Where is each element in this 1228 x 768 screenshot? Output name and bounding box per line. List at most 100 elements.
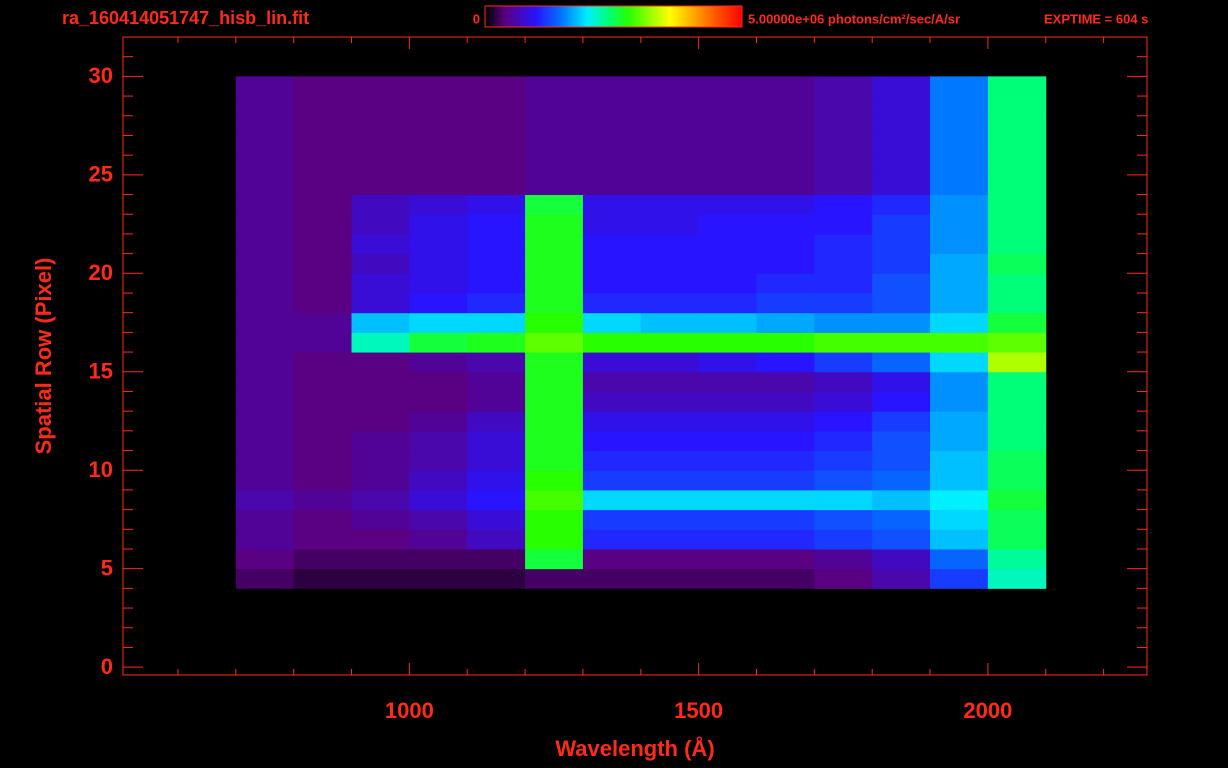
- heatmap-cell: [930, 371, 989, 392]
- heatmap-cell: [293, 76, 353, 97]
- heatmap-cell: [698, 548, 757, 570]
- heatmap-cell: [351, 96, 410, 117]
- heatmap-cell: [235, 273, 295, 294]
- heatmap-cell: [872, 352, 931, 373]
- heatmap-cell: [582, 253, 642, 274]
- heatmap-cell: [293, 332, 353, 353]
- heatmap-cell: [756, 568, 815, 589]
- heatmap-cell: [698, 253, 757, 274]
- heatmap-cell: [293, 391, 353, 412]
- heatmap-cell: [640, 155, 700, 176]
- y-tick-label: 5: [101, 555, 113, 580]
- heatmap-cell: [814, 115, 873, 136]
- heatmap-cell: [756, 96, 815, 117]
- heatmap-cell: [409, 135, 468, 156]
- heatmap-cell: [409, 568, 468, 589]
- heatmap-cell: [409, 352, 468, 373]
- heatmap-cell: [293, 194, 353, 215]
- heatmap-cell: [814, 470, 873, 491]
- heatmap-cell: [930, 312, 989, 333]
- heatmap-cell: [640, 548, 700, 570]
- heatmap-cell: [872, 135, 931, 156]
- heatmap-cell: [235, 411, 295, 432]
- heatmap-cell: [698, 470, 757, 491]
- heatmap-cell: [814, 489, 873, 511]
- heatmap-cell: [756, 233, 815, 255]
- heatmap-cell: [756, 214, 815, 235]
- heatmap-cell: [235, 312, 295, 333]
- heatmap-cell: [872, 548, 931, 570]
- heatmap-cell: [467, 253, 526, 274]
- heatmap-cell: [409, 253, 468, 274]
- heatmap-cell: [987, 470, 1047, 491]
- x-tick-label: 1000: [385, 698, 434, 723]
- heatmap-cell: [872, 174, 931, 196]
- y-tick-label: 25: [89, 162, 113, 187]
- chart-title: ra_160414051747_hisb_lin.fit: [62, 8, 309, 28]
- heatmap-cell: [756, 391, 815, 412]
- heatmap-cell: [698, 174, 757, 196]
- heatmap-cell: [756, 312, 815, 333]
- heatmap-cell: [930, 352, 989, 373]
- heatmap-cell: [698, 568, 757, 589]
- heatmap-cell: [814, 214, 873, 235]
- heatmap-cell: [640, 194, 700, 215]
- heatmap-cell: [467, 411, 526, 432]
- heatmap-cell: [351, 430, 410, 452]
- heatmap-cell: [814, 352, 873, 373]
- heatmap-cell: [467, 76, 526, 97]
- heatmap-cell: [698, 371, 757, 392]
- heatmap-cell: [293, 548, 353, 570]
- heatmap-cell: [409, 529, 468, 550]
- heatmap-cell: [409, 430, 468, 452]
- heatmap-cell: [467, 292, 526, 314]
- heatmap-cell: [351, 371, 410, 392]
- heatmap-cell: [467, 135, 526, 156]
- heatmap-cell: [525, 450, 584, 471]
- heatmap-cell: [814, 174, 873, 196]
- heatmap-cell: [698, 529, 757, 550]
- heatmap-cell: [235, 96, 295, 117]
- heatmap-cell: [640, 292, 700, 314]
- heatmap-cell: [756, 371, 815, 392]
- heatmap-cell: [872, 194, 931, 215]
- heatmap-cell: [872, 568, 931, 589]
- heatmap-cell: [930, 411, 989, 432]
- heatmap-cell: [640, 352, 700, 373]
- heatmap-cell: [235, 529, 295, 550]
- plot-frame: [122, 36, 1148, 676]
- heatmap-cell: [582, 214, 642, 235]
- heatmap-cell: [814, 391, 873, 412]
- heatmap-cell: [467, 332, 526, 353]
- heatmap-cell: [756, 292, 815, 314]
- heatmap-cell: [814, 155, 873, 176]
- heatmap-cell: [930, 135, 989, 156]
- heatmap-cell: [814, 529, 873, 550]
- heatmap-cell: [351, 194, 410, 215]
- heatmap-cell: [756, 529, 815, 550]
- heatmap-cell: [582, 76, 642, 97]
- heatmap-cell: [582, 548, 642, 570]
- heatmap-cell: [351, 548, 410, 570]
- heatmap-cell: [582, 529, 642, 550]
- heatmap-cell: [409, 548, 468, 570]
- heatmap-cell: [351, 509, 410, 530]
- heatmap-cell: [235, 253, 295, 274]
- heatmap-cell: [293, 509, 353, 530]
- heatmap-cell: [814, 568, 873, 589]
- heatmap-cell: [582, 233, 642, 255]
- heatmap-cell: [814, 450, 873, 471]
- heatmap-cell: [987, 76, 1047, 97]
- y-tick-label: 30: [89, 63, 113, 88]
- heatmap-cell: [582, 450, 642, 471]
- heatmap-cell: [351, 292, 410, 314]
- colorbar-label: 5.00000e+06 photons/cm²/sec/A/sr: [748, 11, 960, 26]
- heatmap-cell: [409, 214, 468, 235]
- heatmap-cell: [525, 509, 584, 530]
- heatmap-cell: [756, 174, 815, 196]
- heatmap-cell: [409, 194, 468, 215]
- heatmap-cell: [987, 352, 1047, 373]
- heatmap-cell: [872, 115, 931, 136]
- heatmap-cell: [872, 391, 931, 412]
- heatmap-cell: [698, 352, 757, 373]
